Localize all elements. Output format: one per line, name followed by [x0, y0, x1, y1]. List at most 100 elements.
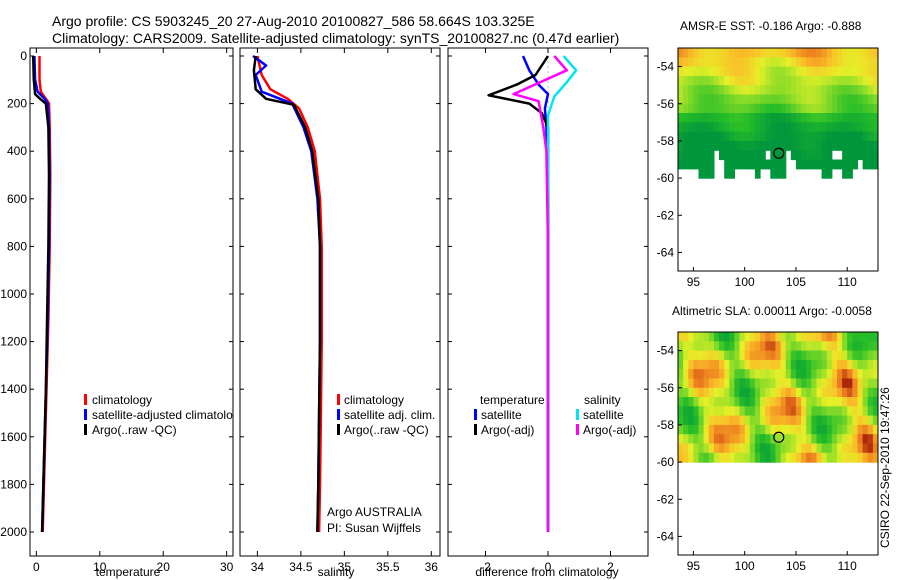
heat-cell [729, 140, 735, 151]
heat-cell [760, 415, 766, 426]
heat-cell [857, 397, 864, 407]
heat-cell [688, 406, 694, 417]
heat-cell [760, 350, 766, 361]
heat-cell [821, 48, 828, 58]
heat-cell [806, 159, 812, 170]
heat-cell [872, 443, 878, 454]
heat-cell [867, 415, 874, 426]
heat-cell [713, 85, 720, 96]
heat-cell [739, 122, 746, 133]
heat-cell [708, 48, 715, 58]
x-tick-label: 10 [93, 560, 107, 574]
heat-cell [872, 140, 878, 151]
difference-series [487, 55, 578, 532]
heat-cell [678, 113, 684, 123]
heat-cell [734, 406, 741, 417]
heat-cell [688, 369, 694, 380]
heat-cell [872, 378, 878, 389]
heat-cell [862, 122, 869, 133]
heat-cell [862, 378, 869, 389]
heat-cell [852, 66, 859, 77]
heat-cell [770, 434, 776, 445]
heat-cell [698, 359, 705, 370]
heat-cell [801, 113, 807, 123]
heat-cell [785, 350, 792, 361]
heat-cell [688, 434, 694, 445]
salinity-xlabel: salinity [318, 565, 355, 579]
heat-cell [744, 350, 751, 361]
heat-cell [785, 332, 792, 342]
heat-cell [724, 57, 730, 68]
heat-cell [683, 406, 689, 417]
heat-cell [754, 150, 761, 161]
heat-cell [760, 332, 766, 342]
heat-cell [780, 359, 787, 370]
heat-cell [678, 150, 684, 161]
legend-label-satellite: satellite-adjusted climatolo [92, 408, 233, 422]
heat-cell [719, 103, 725, 114]
heat-cell [852, 443, 859, 454]
heat-cell [847, 452, 853, 463]
heat-cell [847, 85, 853, 96]
heat-cell [826, 350, 833, 361]
heat-cell [678, 387, 684, 398]
heat-cell [806, 103, 812, 114]
heat-cell [826, 341, 833, 352]
heat-cell [811, 332, 817, 342]
heat-cell [852, 122, 859, 133]
heat-cell [811, 75, 817, 86]
heat-cell [801, 122, 807, 133]
heat-cell [821, 75, 828, 86]
x-tick-label: 110 [838, 275, 857, 289]
heat-cell [775, 452, 782, 463]
heat-cell [719, 452, 725, 463]
heat-cell [867, 150, 874, 161]
heat-cell [775, 387, 782, 398]
heat-cell [867, 424, 874, 435]
x-tick-label: 20 [157, 560, 171, 574]
heat-cell [698, 378, 705, 389]
heat-cell [790, 452, 797, 463]
heat-cell [790, 332, 797, 342]
heat-cell [744, 434, 751, 445]
heat-cell [862, 103, 869, 114]
heat-cell [760, 369, 766, 380]
heat-cell [765, 66, 771, 77]
heat-cell [821, 443, 828, 454]
heat-cell [867, 85, 874, 96]
heat-cell [857, 140, 864, 151]
heat-cell [831, 406, 838, 417]
heat-cell [729, 424, 735, 435]
heat-cell [842, 159, 848, 170]
heat-cell [770, 48, 776, 58]
heat-cell [775, 140, 782, 151]
heat-cell [739, 140, 746, 151]
heat-cell [708, 103, 715, 114]
heat-cell [872, 434, 878, 445]
heat-cell [806, 387, 812, 398]
heat-cell [719, 66, 725, 77]
heat-cell [683, 122, 689, 133]
heat-cell [693, 48, 700, 58]
heat-cell [826, 443, 833, 454]
legend-swatch-temp-argo [474, 424, 477, 435]
float-info-country: Argo AUSTRALIA [327, 505, 422, 519]
heat-cell [754, 332, 761, 342]
heat-cell [713, 131, 720, 142]
heat-cell [872, 48, 878, 58]
heat-cell [795, 359, 802, 370]
heat-cell [852, 452, 859, 463]
heat-cell [734, 140, 741, 151]
heat-cell [693, 452, 700, 463]
heat-cell [729, 341, 735, 352]
heat-cell [775, 103, 782, 114]
heat-cell [775, 350, 782, 361]
heat-cell [867, 113, 874, 123]
heat-cell [847, 168, 853, 179]
heat-cell [754, 103, 761, 114]
heat-cell [852, 387, 859, 398]
heat-cell [760, 48, 766, 58]
heat-cell [795, 369, 802, 380]
salinity-plot-frame [239, 47, 441, 557]
heat-cell [806, 452, 812, 463]
